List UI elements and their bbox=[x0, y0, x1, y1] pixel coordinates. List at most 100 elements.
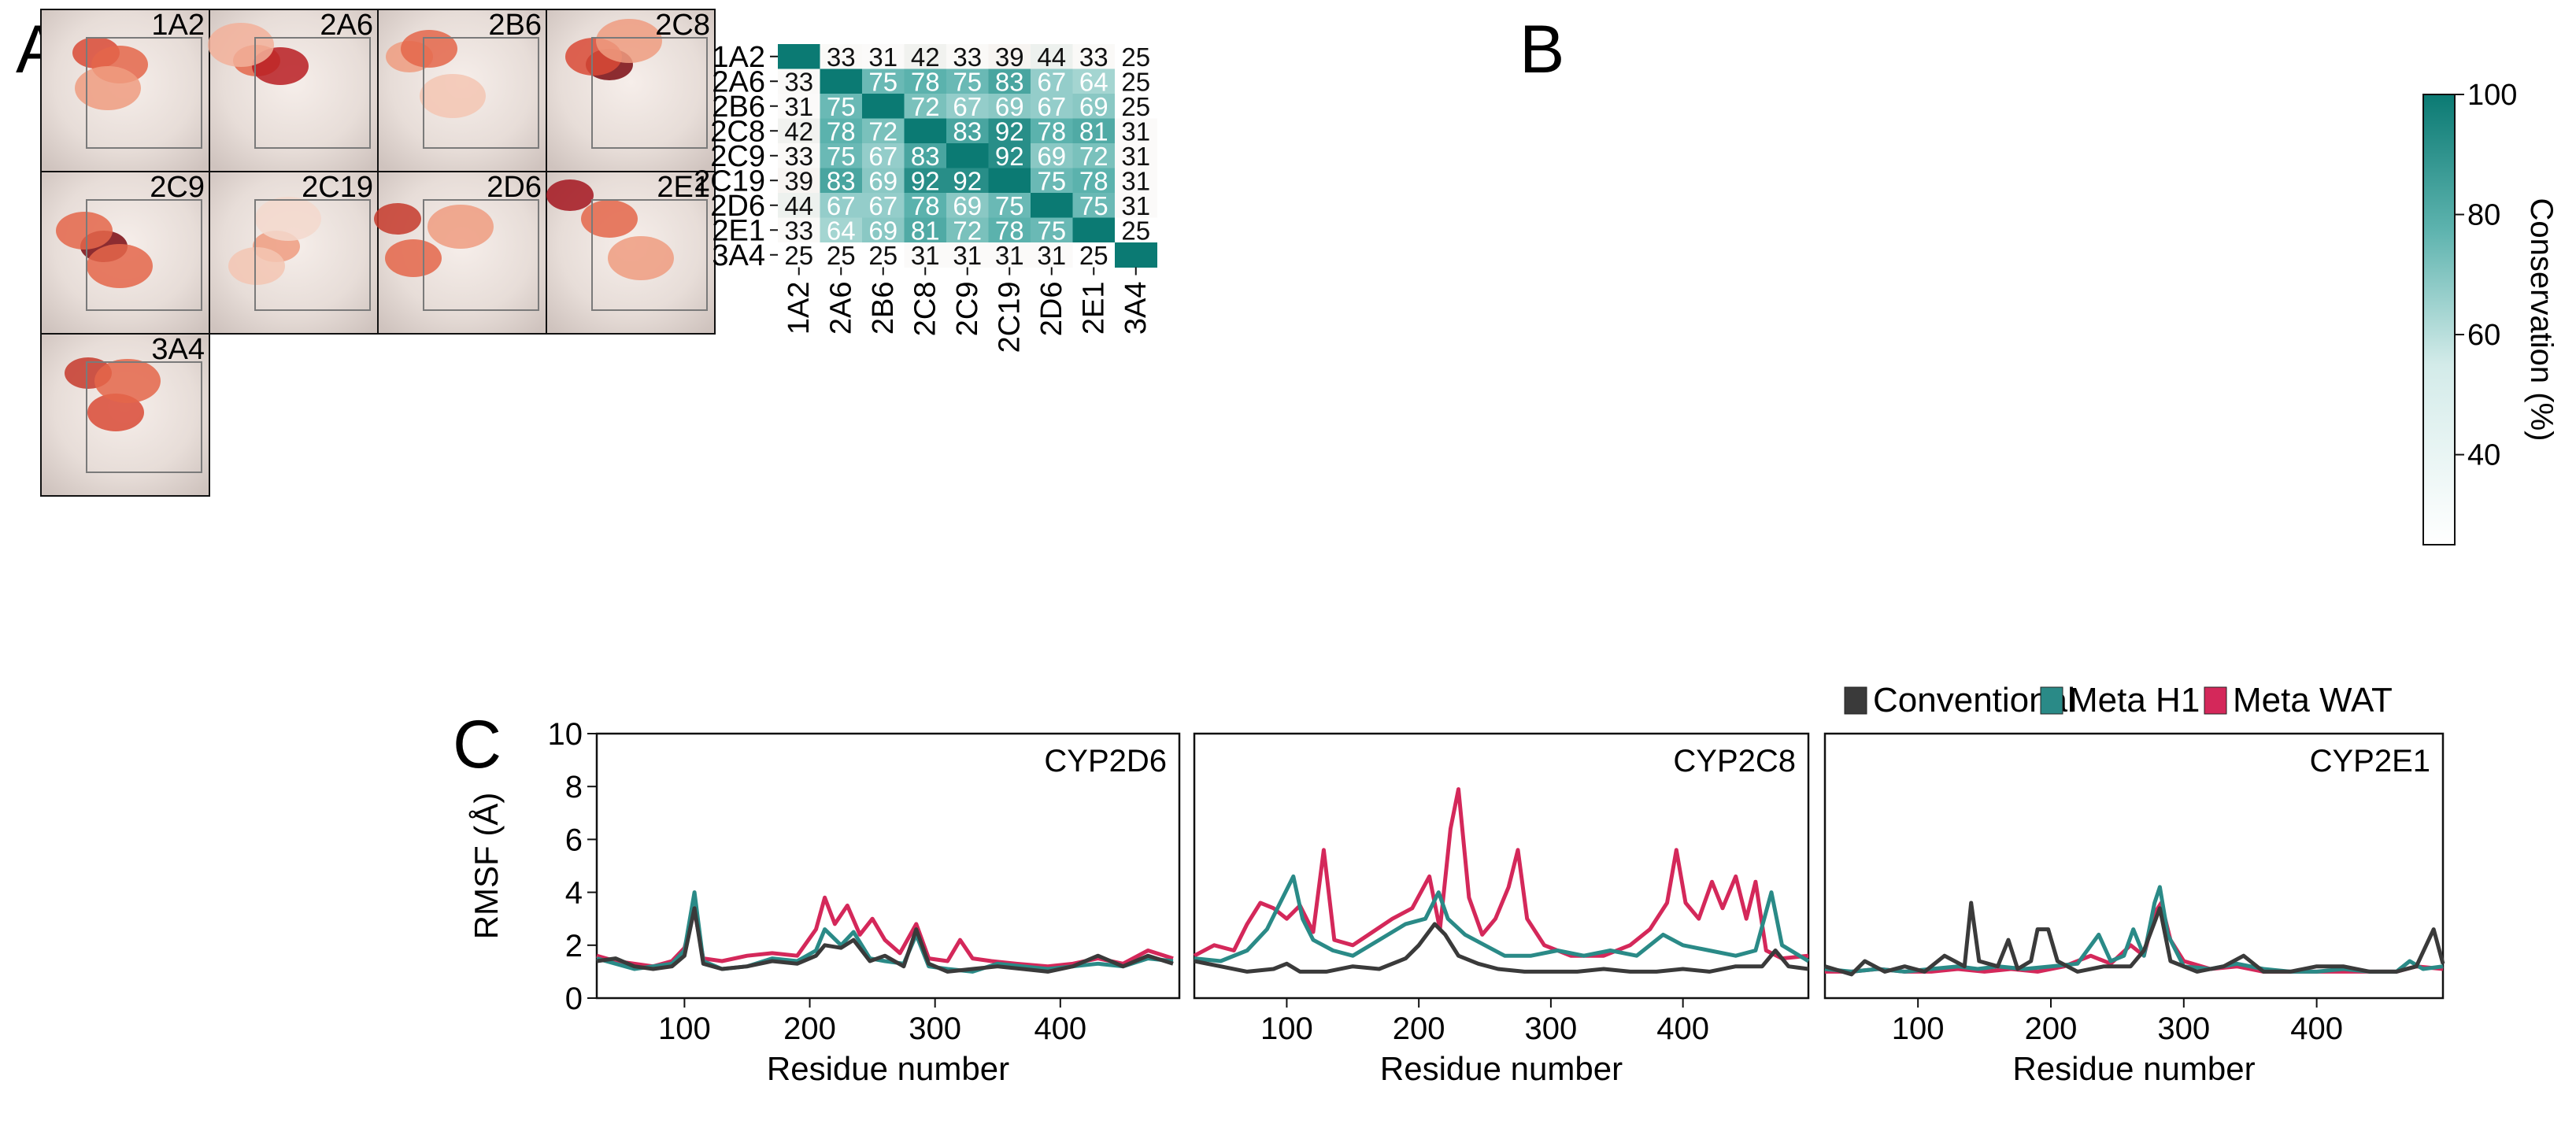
heatmap-value: 67 bbox=[953, 92, 982, 121]
heatmap-cell bbox=[988, 242, 1031, 268]
heatmap-value: 39 bbox=[784, 166, 813, 195]
binding-site-patch bbox=[608, 236, 674, 280]
heatmap-value: 83 bbox=[911, 142, 940, 171]
heatmap-cell bbox=[862, 217, 905, 243]
heatmap-cell bbox=[862, 143, 905, 168]
heatmap-col-label: 1A2 bbox=[783, 282, 816, 335]
heatmap-value: 78 bbox=[827, 116, 856, 146]
heatmap-value: 33 bbox=[784, 216, 813, 245]
heatmap-value: 75 bbox=[868, 67, 898, 96]
binding-site-patch bbox=[385, 239, 442, 277]
heatmap-col-label: 2D6 bbox=[1035, 282, 1068, 337]
heatmap-value: 31 bbox=[995, 241, 1024, 270]
binding-site-patch bbox=[581, 200, 638, 238]
heatmap-cell bbox=[820, 168, 863, 194]
heatmap-cell bbox=[988, 68, 1031, 94]
heatmap-value: 64 bbox=[827, 216, 856, 245]
rmsf-line bbox=[1194, 874, 1810, 963]
heatmap-cell bbox=[904, 217, 947, 243]
binding-site-patch bbox=[401, 30, 457, 68]
heatmap-cell bbox=[1072, 217, 1116, 243]
legend-swatch bbox=[2204, 686, 2227, 715]
protein-panel: 2D6 bbox=[374, 171, 547, 335]
protein-label: 2A6 bbox=[320, 9, 373, 42]
binding-site-patch bbox=[427, 205, 494, 249]
heatmap-value: 78 bbox=[911, 67, 940, 96]
protein-panel: 2A6 bbox=[208, 9, 379, 172]
heatmap-value: 25 bbox=[784, 241, 813, 270]
heatmap-cell bbox=[820, 44, 863, 69]
heatmap-value: 75 bbox=[953, 67, 982, 96]
heatmap-value: 83 bbox=[995, 67, 1024, 96]
heatmap-value: 69 bbox=[1037, 142, 1066, 171]
heatmap-row-label: 2C9 bbox=[710, 140, 765, 173]
protein-label: 2B6 bbox=[488, 9, 542, 42]
heatmap-col-label: 2B6 bbox=[867, 282, 900, 335]
y-tick-label: 0 bbox=[565, 982, 583, 1016]
legend-label: Meta WAT bbox=[2233, 681, 2393, 719]
plot-title: CYP2C8 bbox=[1673, 744, 1796, 778]
protein-surface-grid: 1A2 2A6 2B6 2C8 2C9 2C19 2D6 2E1 3A4 bbox=[40, 9, 716, 497]
heatmap-col-label: 2E1 bbox=[1077, 282, 1110, 335]
legend-swatch bbox=[1844, 686, 1867, 715]
rmsf-line bbox=[596, 906, 1174, 974]
plot-frame bbox=[595, 732, 1181, 1000]
legend-label: Meta H1 bbox=[2069, 681, 2200, 719]
colorbar-label: Conservation (%) bbox=[2524, 198, 2559, 441]
heatmap-value: 44 bbox=[1037, 43, 1066, 72]
heatmap-value: 81 bbox=[911, 216, 940, 245]
heatmap-cell bbox=[1031, 242, 1073, 268]
heatmap-cell bbox=[778, 44, 820, 69]
heatmap-value: 25 bbox=[1121, 216, 1150, 245]
heatmap-cell bbox=[1031, 44, 1073, 69]
binding-site-patch bbox=[75, 66, 141, 110]
heatmap-value: 69 bbox=[995, 92, 1024, 121]
heatmap-value: 31 bbox=[1121, 142, 1150, 171]
colorbar-gradient bbox=[2422, 94, 2456, 545]
heatmap-value: 25 bbox=[1121, 43, 1150, 72]
heatmap-value: 92 bbox=[953, 166, 982, 195]
heatmap-cell bbox=[904, 143, 947, 168]
binding-site-patch bbox=[56, 212, 113, 250]
heatmap-value: 75 bbox=[1037, 216, 1066, 245]
binding-site-patch bbox=[420, 74, 486, 118]
heatmap-cell bbox=[988, 217, 1031, 243]
heatmap-value: 69 bbox=[868, 166, 898, 195]
heatmap-cell bbox=[904, 68, 947, 94]
heatmap-cell bbox=[862, 44, 905, 69]
colorbar-tick-label: 60 bbox=[2467, 319, 2500, 352]
heatmap-cell bbox=[778, 118, 820, 144]
heatmap-cell bbox=[862, 68, 905, 94]
heatmap-cell bbox=[1031, 118, 1073, 144]
heatmap-value: 33 bbox=[784, 142, 813, 171]
heatmap-value: 33 bbox=[784, 67, 813, 96]
heatmap-value: 81 bbox=[1079, 116, 1108, 146]
heatmap-cell bbox=[1072, 168, 1116, 194]
x-tick-label: 300 bbox=[2157, 1011, 2210, 1046]
protein-panel: 3A4 bbox=[40, 333, 210, 497]
heatmap-value: 42 bbox=[784, 116, 813, 146]
heatmap-row-label: 2A6 bbox=[712, 65, 765, 98]
heatmap-cell bbox=[820, 217, 863, 243]
heatmap-cell bbox=[988, 143, 1031, 168]
x-tick-label: 200 bbox=[1393, 1011, 1445, 1046]
panel-letter-b: B bbox=[1519, 12, 1564, 87]
x-tick-label: 100 bbox=[658, 1011, 711, 1046]
heatmap-value: 25 bbox=[1079, 241, 1108, 270]
heatmap-cell bbox=[1072, 193, 1116, 218]
heatmap-value: 25 bbox=[1121, 92, 1150, 121]
heatmap-cell bbox=[1115, 94, 1157, 119]
heatmap-value: 72 bbox=[1079, 142, 1108, 171]
heatmap-cell bbox=[904, 168, 947, 194]
heatmap-cell bbox=[862, 193, 905, 218]
protein-panel: 2C19 bbox=[209, 171, 379, 335]
binding-site-patch bbox=[94, 359, 161, 403]
binding-site-patch bbox=[208, 23, 274, 67]
heatmap-value: 42 bbox=[911, 43, 940, 72]
heatmap-cell bbox=[862, 94, 905, 119]
heatmap-cell bbox=[946, 94, 989, 119]
x-tick-label: 200 bbox=[2025, 1011, 2078, 1046]
heatmap-row-label: 2C8 bbox=[710, 115, 765, 148]
heatmap-cell bbox=[778, 143, 820, 168]
